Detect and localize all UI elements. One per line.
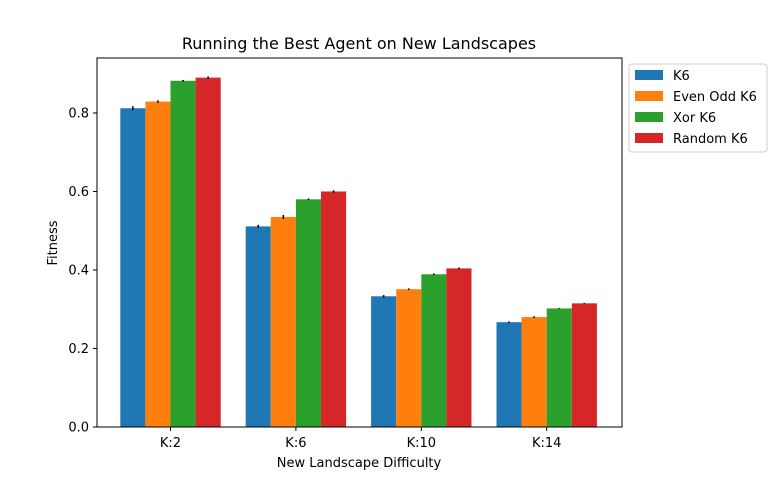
x-axis-label: New Landscape Difficulty: [277, 456, 442, 471]
legend-swatch: [635, 112, 663, 122]
bar-random-k6-k10: [446, 268, 472, 427]
x-tick-label: K:14: [532, 436, 561, 451]
legend-swatch: [635, 133, 663, 143]
legend-label: Xor K6: [673, 111, 716, 126]
bar-random-k6-k6: [321, 191, 347, 427]
bar-xor-k6-k14: [546, 308, 572, 427]
legend-label: K6: [673, 69, 690, 84]
x-tick-label: K:6: [285, 436, 306, 451]
y-tick-label: 0.8: [68, 106, 89, 121]
bar-random-k6-k14: [571, 303, 597, 427]
bar-random-k6-k2: [195, 77, 221, 427]
x-tick-label: K:2: [160, 436, 181, 451]
plot-area: [96, 57, 623, 428]
bar-k6-k14: [496, 322, 522, 427]
legend-swatch: [635, 70, 663, 80]
errorbars-layer: [132, 76, 586, 323]
bar-k6-k10: [371, 296, 397, 427]
y-tick-label: 0.0: [68, 421, 89, 436]
legend-label: Random K6: [673, 132, 748, 147]
bar-k6-k6: [245, 226, 271, 427]
chart-title: Running the Best Agent on New Landscapes: [182, 34, 536, 53]
bars-layer: [120, 77, 597, 428]
x-tick-label: K:10: [407, 436, 436, 451]
bar-even-odd-k6-k10: [396, 289, 422, 427]
y-tick-label: 0.6: [68, 185, 89, 200]
legend-label: Even Odd K6: [673, 90, 757, 105]
bar-xor-k6-k10: [421, 274, 447, 427]
bar-xor-k6-k6: [295, 199, 321, 427]
y-axis: 0.0 0.2 0.4 0.6 0.8: [68, 106, 97, 436]
legend: K6 Even Odd K6 Xor K6 Random K6: [628, 63, 768, 153]
y-tick-label: 0.2: [68, 342, 89, 357]
legend-swatch: [635, 91, 663, 101]
bar-k6-k2: [120, 108, 146, 427]
x-axis: K:2 K:6 K:10 K:14: [160, 427, 561, 451]
plot-frame: [96, 57, 623, 428]
y-axis-label: Fitness: [46, 220, 61, 265]
bar-even-odd-k6-k6: [270, 216, 296, 427]
bar-even-odd-k6-k14: [521, 317, 547, 427]
legend-frame: [628, 63, 768, 153]
y-tick-label: 0.4: [68, 263, 89, 278]
bar-even-odd-k6-k2: [145, 101, 171, 427]
bar-xor-k6-k2: [170, 80, 196, 428]
